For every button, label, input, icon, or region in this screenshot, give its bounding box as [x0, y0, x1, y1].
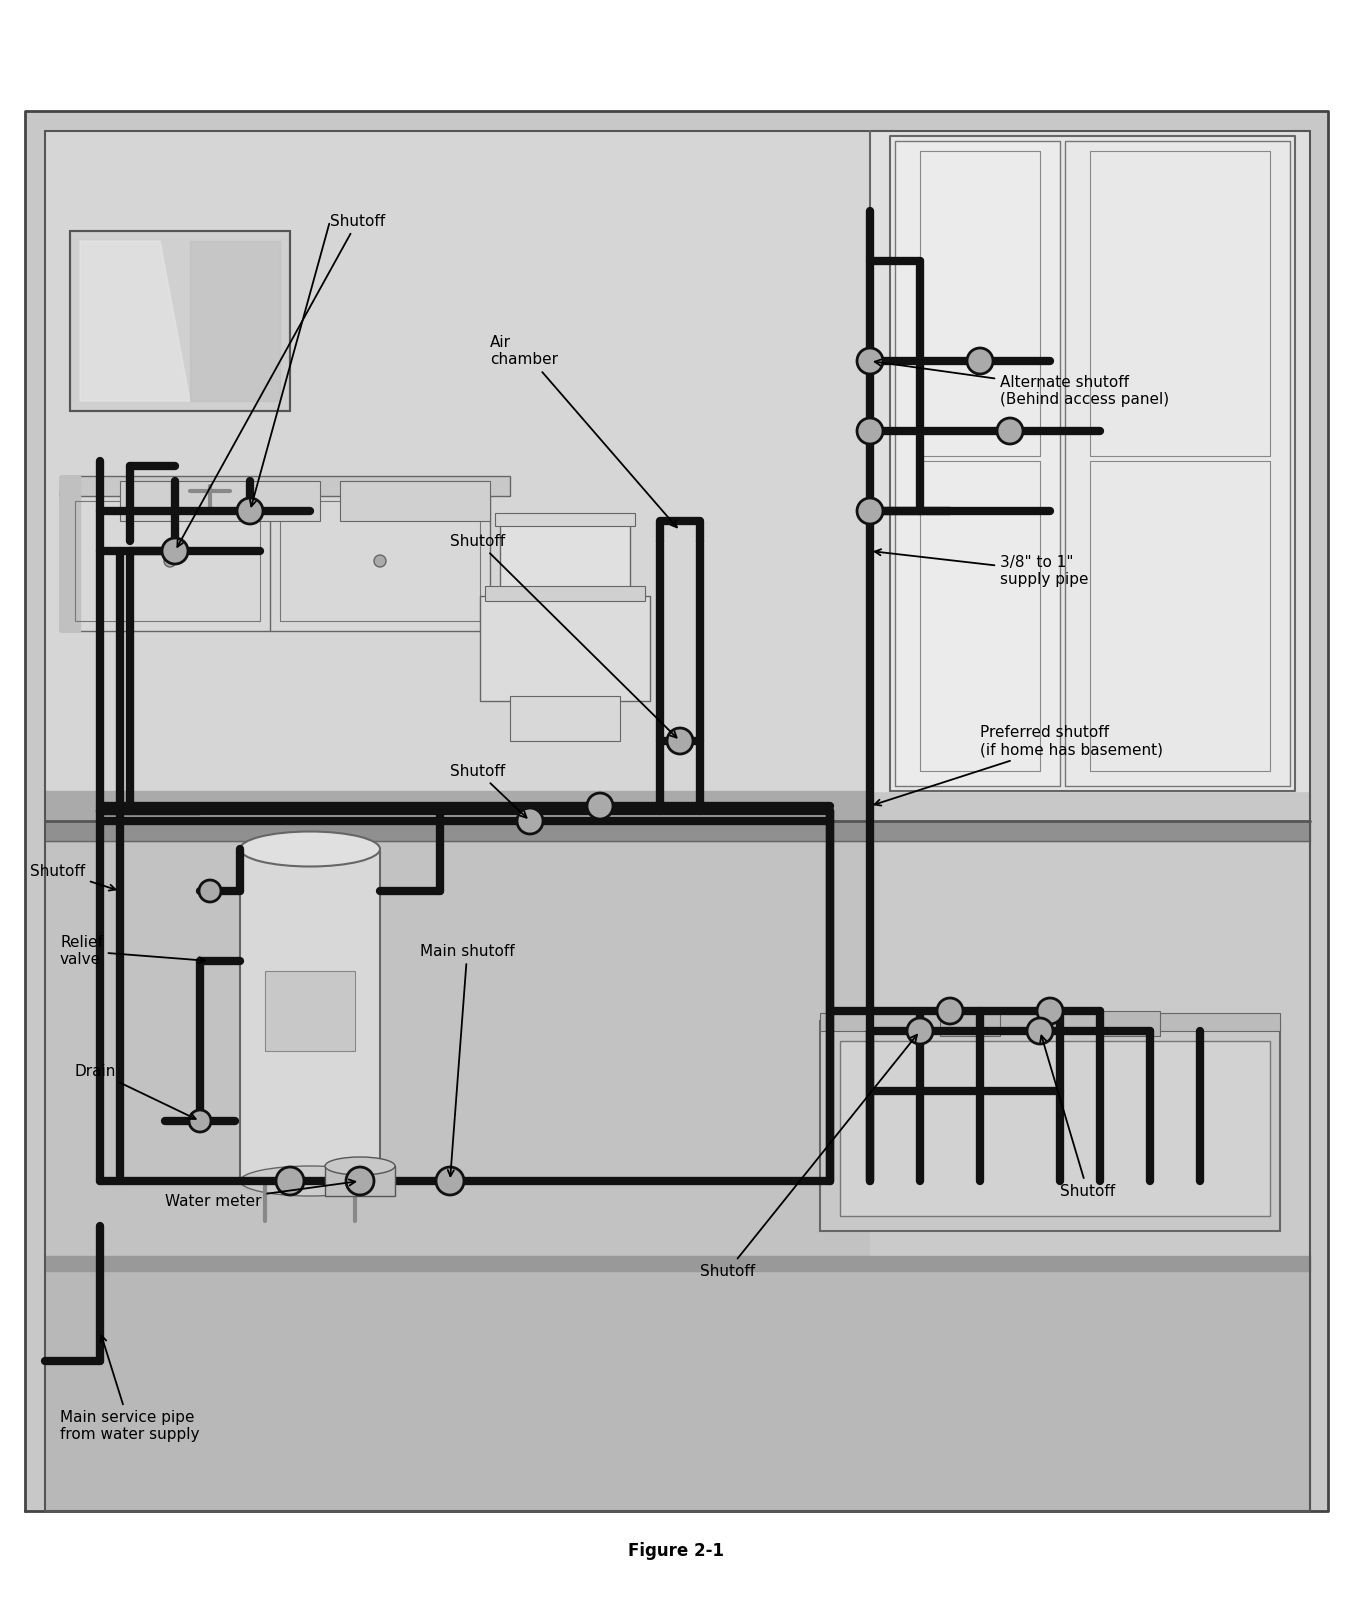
- Circle shape: [162, 538, 188, 564]
- Text: Main shutoff: Main shutoff: [419, 944, 514, 1176]
- Polygon shape: [45, 1261, 1310, 1511]
- Polygon shape: [60, 475, 510, 496]
- Polygon shape: [325, 1166, 395, 1195]
- Circle shape: [189, 1110, 211, 1133]
- Text: Preferred shutoff
(if home has basement): Preferred shutoff (if home has basement): [874, 725, 1164, 806]
- Polygon shape: [120, 482, 321, 520]
- Circle shape: [517, 809, 543, 834]
- Text: 3/8" to 1"
supply pipe: 3/8" to 1" supply pipe: [875, 549, 1089, 586]
- Circle shape: [276, 1166, 304, 1195]
- Text: Shutoff: Shutoff: [30, 863, 115, 891]
- Polygon shape: [820, 1013, 1280, 1031]
- Polygon shape: [45, 130, 870, 791]
- Circle shape: [164, 556, 176, 567]
- Circle shape: [967, 348, 993, 374]
- Circle shape: [856, 348, 884, 374]
- Text: Shutoff: Shutoff: [177, 214, 386, 546]
- Ellipse shape: [239, 1166, 380, 1195]
- Ellipse shape: [325, 1157, 395, 1174]
- Polygon shape: [60, 475, 80, 632]
- Polygon shape: [820, 1021, 1280, 1231]
- Polygon shape: [70, 230, 290, 411]
- Text: Relief
valve: Relief valve: [60, 934, 206, 967]
- Text: Main service pipe
from water supply: Main service pipe from water supply: [60, 1336, 199, 1442]
- Polygon shape: [484, 586, 645, 601]
- Text: Drain: Drain: [74, 1063, 196, 1120]
- Polygon shape: [510, 696, 620, 741]
- Circle shape: [373, 556, 386, 567]
- Text: Alternate shutoff
(Behind access panel): Alternate shutoff (Behind access panel): [875, 359, 1169, 408]
- Polygon shape: [480, 596, 649, 701]
- Polygon shape: [894, 142, 1059, 786]
- Circle shape: [997, 417, 1023, 445]
- Circle shape: [346, 1166, 373, 1195]
- Text: Air
chamber: Air chamber: [490, 335, 676, 527]
- Polygon shape: [45, 1257, 1310, 1271]
- Text: Shutoff: Shutoff: [1040, 1036, 1115, 1199]
- Circle shape: [907, 1018, 934, 1044]
- Circle shape: [436, 1166, 464, 1195]
- Circle shape: [237, 498, 262, 524]
- Polygon shape: [265, 971, 354, 1050]
- Text: Figure 2-1: Figure 2-1: [628, 1542, 724, 1559]
- Circle shape: [667, 728, 693, 754]
- Ellipse shape: [239, 831, 380, 867]
- Polygon shape: [45, 791, 870, 831]
- Polygon shape: [870, 831, 1310, 1261]
- Circle shape: [856, 498, 884, 524]
- Polygon shape: [189, 242, 280, 401]
- Text: Water meter: Water meter: [165, 1179, 356, 1208]
- Text: Shutoff: Shutoff: [451, 533, 676, 738]
- Polygon shape: [501, 520, 630, 601]
- Circle shape: [1036, 997, 1063, 1025]
- Circle shape: [938, 997, 963, 1025]
- Circle shape: [856, 417, 884, 445]
- Polygon shape: [1065, 142, 1289, 786]
- Circle shape: [199, 880, 221, 902]
- Polygon shape: [840, 1041, 1270, 1216]
- Polygon shape: [24, 111, 1329, 1511]
- Polygon shape: [495, 512, 635, 527]
- Polygon shape: [890, 135, 1295, 791]
- Polygon shape: [940, 1012, 1000, 1036]
- Polygon shape: [1100, 1012, 1160, 1036]
- Polygon shape: [80, 242, 189, 401]
- Polygon shape: [340, 482, 490, 520]
- Circle shape: [1027, 1018, 1053, 1044]
- Polygon shape: [870, 130, 1310, 791]
- Text: Shutoff: Shutoff: [700, 1034, 917, 1279]
- Polygon shape: [45, 831, 870, 1261]
- Polygon shape: [60, 491, 490, 632]
- Circle shape: [587, 793, 613, 818]
- Polygon shape: [45, 822, 1310, 841]
- Polygon shape: [239, 851, 380, 1181]
- Text: Shutoff: Shutoff: [451, 764, 526, 818]
